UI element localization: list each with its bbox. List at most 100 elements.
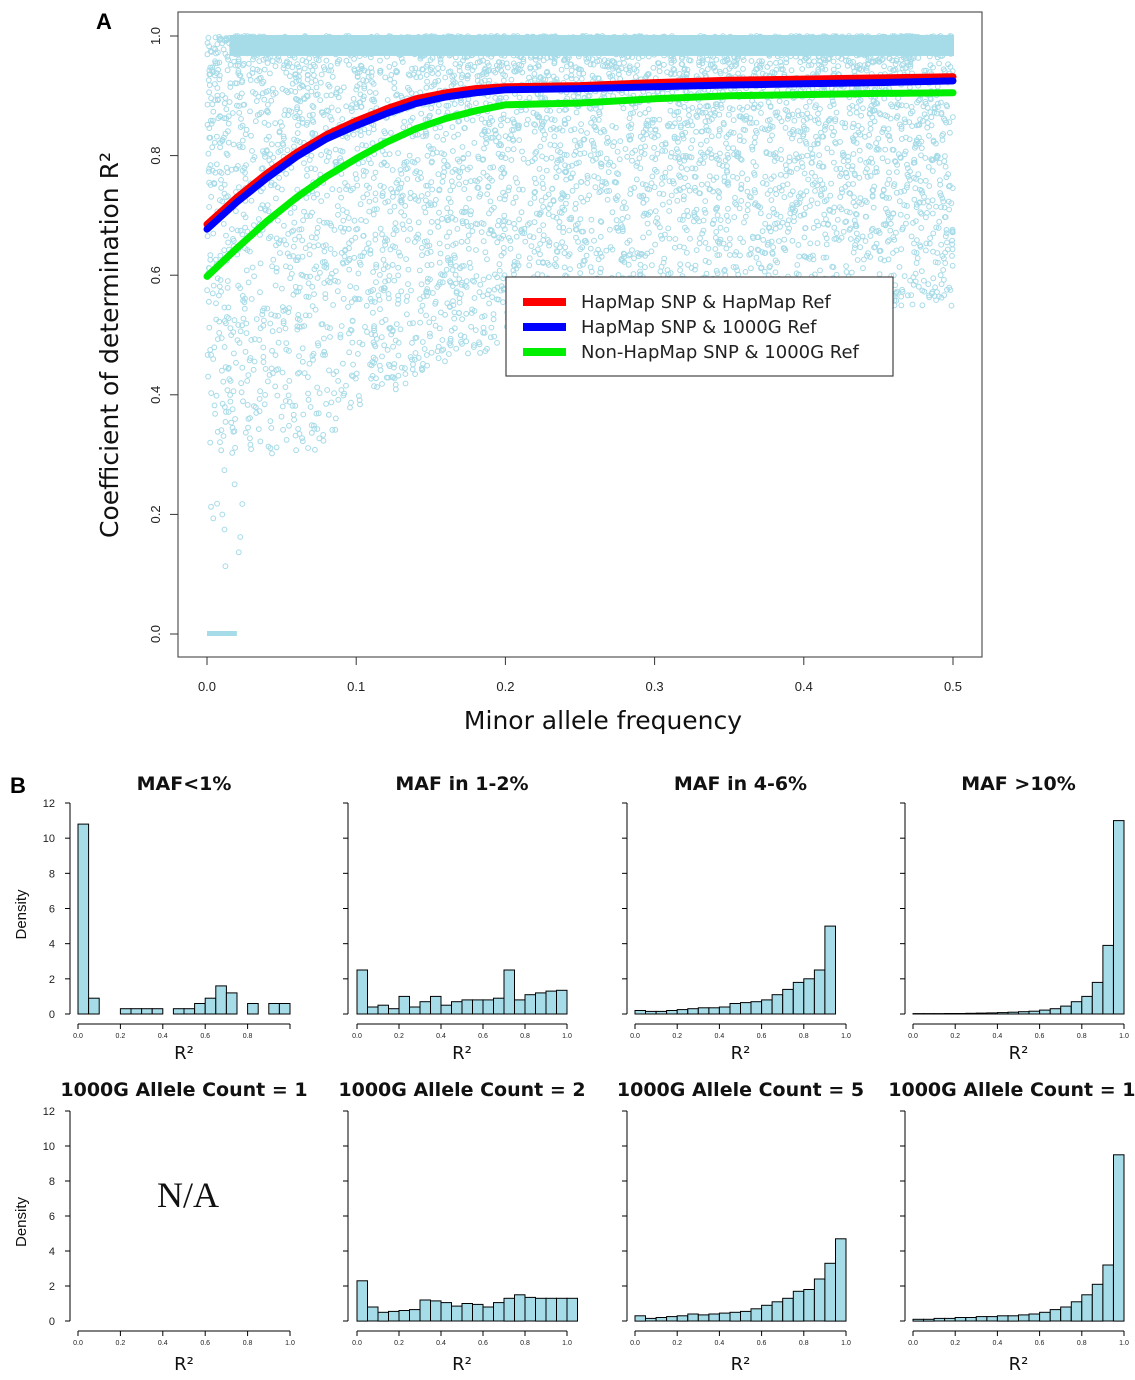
scatter-point [626,63,633,70]
scatter-point [423,84,430,91]
scatter-point [693,128,699,135]
scatter-point [726,111,732,118]
scatter-point [759,249,766,256]
scatter-point [949,262,956,269]
scatter-point [305,85,311,91]
scatter-point [491,333,498,340]
scatter-point [636,155,643,162]
scatter-point [328,222,335,229]
scatter-point [612,64,619,70]
scatter-point [310,104,317,110]
scatter-point [386,325,393,332]
scatter-point [443,102,450,109]
scatter-point [861,256,867,263]
scatter-point [393,189,400,196]
scatter-point [862,197,869,204]
scatter-point [866,111,873,117]
scatter-point [299,438,306,445]
scatter-point [301,208,307,215]
scatter-point [791,117,798,124]
scatter-point [248,132,254,139]
scatter-point [361,83,368,90]
scatter-point [744,176,751,183]
scatter-point [490,67,497,74]
scatter-point [359,142,366,148]
scatter-point [559,127,566,134]
scatter-point [498,154,505,160]
scatter-point [799,111,805,118]
scatter-point [419,252,425,259]
scatter-point [714,270,721,277]
scatter-point [816,160,823,167]
scatter-point [372,343,379,350]
scatter-point [304,93,311,100]
scatter-point [419,66,426,72]
scatter-point [947,129,953,136]
scatter-point [855,236,861,242]
scatter-point [499,62,505,69]
scatter-point [521,230,528,237]
scatter-point [244,378,251,384]
scatter-point [320,112,327,118]
scatter-point [725,131,732,138]
scatter-point [327,334,333,340]
scatter-point [347,404,353,411]
scatter-point [349,339,356,346]
scatter-point [329,270,335,277]
scatter-point [318,71,325,78]
scatter-point [347,283,354,290]
scatter-point [590,140,597,147]
scatter-point [740,57,747,63]
scatter-point [680,135,687,142]
scatter-point [801,125,808,132]
scatter-point [721,267,728,273]
scatter-point [373,261,380,268]
scatter-point [239,77,246,84]
scatter-point [513,265,520,272]
scatter-point [920,199,927,206]
scatter-point [495,134,502,141]
scatter-point [643,182,649,188]
scatter-point [423,197,429,204]
scatter-point [696,59,702,65]
scatter-point [832,118,839,124]
scatter-point [767,137,773,144]
scatter-point [252,404,259,411]
scatter-point [405,71,412,78]
scatter-point [484,59,491,66]
scatter-point [519,148,525,155]
scatter-point [873,146,880,153]
scatter-point [749,146,756,153]
scatter-point [616,156,623,163]
scatter-point [426,330,433,337]
scatter-point [727,235,733,242]
scatter-point [547,107,554,114]
scatter-point [554,148,561,154]
scatter-point [296,226,303,233]
scatter-point [618,257,625,263]
scatter-point [879,129,886,136]
scatter-point [487,164,494,171]
scatter-point [918,225,925,231]
scatter-point [588,268,595,275]
scatter-point [372,169,379,176]
scatter-point [803,140,810,147]
scatter-point [464,73,471,79]
scatter-point [604,196,611,203]
scatter-point [850,120,857,127]
scatter-point [906,119,913,125]
scatter-point [345,226,352,232]
scatter-point [288,88,294,94]
scatter-point [740,138,747,145]
scatter-point [213,392,220,399]
scatter-point [853,211,859,217]
scatter-point [361,85,368,92]
scatter-point [377,68,383,74]
scatter-point [701,207,708,213]
scatter-point [690,218,697,225]
scatter-point [882,146,889,153]
scatter-point [436,281,442,288]
scatter-point [559,190,566,197]
scatter-point [714,212,721,219]
scatter-point [742,213,749,220]
